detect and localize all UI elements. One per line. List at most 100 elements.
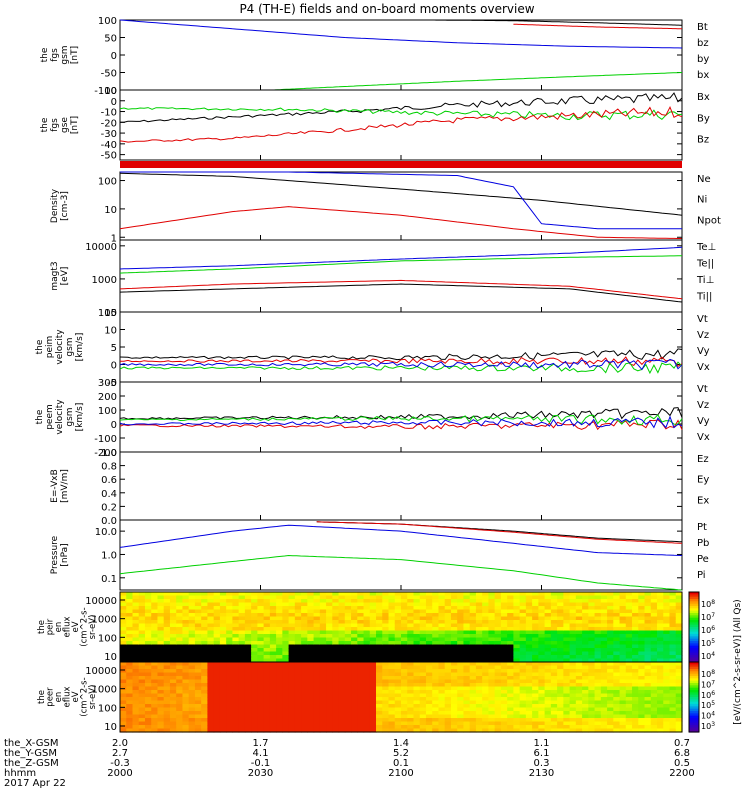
spectrogram-cell: [407, 634, 415, 639]
spectrogram-cell: [669, 651, 677, 656]
spectrogram-cell: [488, 641, 496, 646]
orbit-row-label: the_Y-GSM: [4, 748, 57, 759]
spectrogram-cell: [382, 641, 390, 646]
spectrogram-cell: [394, 683, 402, 688]
spectrogram-cell: [238, 609, 246, 614]
spectrogram-cell: [507, 665, 514, 670]
spectrogram-cell: [607, 606, 614, 611]
y-tick-label: 0: [111, 51, 117, 62]
spectrogram-cell: [600, 707, 608, 712]
spectrogram-cell: [138, 707, 146, 712]
spectrogram-cell: [619, 648, 627, 653]
spectrogram-cell: [607, 679, 614, 684]
spectrogram-cell: [126, 679, 134, 684]
spectrogram-cell: [538, 711, 546, 716]
spectrogram-cell: [169, 651, 177, 656]
spectrogram-cell: [382, 725, 390, 730]
spectrogram-cell: [519, 648, 527, 653]
spectrogram-cell: [675, 686, 683, 691]
spectrogram-cell: [188, 658, 196, 663]
spectrogram-cell: [525, 725, 533, 730]
spectrogram-cell: [544, 606, 552, 611]
series-line-Bx: [119, 92, 683, 123]
spectrogram-cell: [444, 595, 452, 600]
spectrogram-cell: [663, 623, 671, 628]
spectrogram-cell: [519, 637, 527, 642]
y-axis-label: [nPa]: [60, 543, 70, 566]
spectrogram-cell: [432, 665, 440, 670]
spectrogram-cell: [326, 606, 333, 611]
spectrogram-cell: [632, 721, 639, 726]
spectrogram-cell: [369, 651, 377, 656]
y-tick-label: 0.0: [101, 516, 117, 527]
spectrogram-cell: [207, 616, 215, 621]
spectrogram-cell: [563, 613, 571, 618]
spectrogram-cell: [638, 711, 646, 716]
spectrogram-cell: [500, 606, 508, 611]
spectrogram-cell: [563, 599, 571, 604]
spectrogram-cell: [238, 630, 246, 635]
spectrogram-cell: [251, 725, 258, 730]
spectrogram-cell: [201, 686, 209, 691]
spectrogram-cell: [650, 707, 658, 712]
spectrogram-cell: [413, 616, 421, 621]
spectrogram-cell: [607, 711, 614, 716]
spectrogram-cell: [438, 644, 446, 649]
spectrogram-cell: [388, 644, 396, 649]
spectrogram-cell: [301, 704, 308, 709]
spectrogram-cell: [525, 683, 533, 688]
spectrogram-cell: [569, 707, 577, 712]
spectrogram-cell: [213, 630, 221, 635]
spectrogram-cell: [507, 672, 514, 677]
spectrogram-cell: [382, 686, 390, 691]
spectrogram-cell: [513, 721, 521, 726]
spectrogram-cell: [457, 620, 465, 625]
spectrogram-cell: [301, 630, 308, 635]
spectrogram-cell: [532, 655, 539, 660]
y-axis-label: en: [54, 622, 64, 633]
spectrogram-cell: [194, 644, 202, 649]
spectrogram-cell: [157, 683, 165, 688]
spectrogram-cell: [544, 728, 552, 733]
spectrogram-cell: [357, 592, 365, 597]
spectrogram-cell: [219, 707, 227, 712]
spectrogram-cell: [201, 672, 209, 677]
spectrogram-cell: [582, 606, 589, 611]
spectrogram-cell: [263, 679, 271, 684]
spectrogram-cell: [138, 592, 146, 597]
spectrogram-cell: [126, 693, 134, 698]
spectrogram-cell: [282, 623, 290, 628]
legend-Bz: Bz: [697, 135, 709, 146]
spectrogram-cell: [163, 707, 171, 712]
colorbar-cell: [689, 697, 699, 700]
spectrogram-cell: [282, 655, 290, 660]
spectrogram-cell: [450, 662, 458, 667]
spectrogram-cell: [444, 690, 452, 695]
spectrogram-cell: [207, 609, 215, 614]
spectrogram-cell: [244, 630, 252, 635]
spectrogram-cell: [382, 665, 390, 670]
spectrogram-cell: [563, 669, 571, 674]
spectrogram-cell: [438, 693, 446, 698]
spectrogram-cell: [344, 609, 352, 614]
spectrogram-cell: [201, 697, 209, 702]
y-axis-label: fgs: [50, 118, 60, 132]
spectrogram-cell: [563, 683, 571, 688]
spectrogram-cell: [269, 676, 277, 681]
spectrogram-cell: [363, 676, 371, 681]
spectrogram-cell: [513, 613, 521, 618]
spectrogram-cell: [475, 700, 483, 705]
spectrogram-cell: [488, 718, 496, 723]
spectrogram-cell: [307, 637, 315, 642]
spectrogram-cell: [475, 655, 483, 660]
colorbar-cell: [689, 601, 699, 605]
spectrogram-cell: [582, 648, 589, 653]
spectrogram-cell: [213, 697, 221, 702]
spectrogram-cell: [519, 599, 527, 604]
spectrogram-cell: [219, 711, 227, 716]
spectrogram-cell: [138, 641, 146, 646]
spectrogram-cell: [519, 623, 527, 628]
spectrogram-cell: [376, 693, 383, 698]
spectrogram-cell: [550, 728, 558, 733]
